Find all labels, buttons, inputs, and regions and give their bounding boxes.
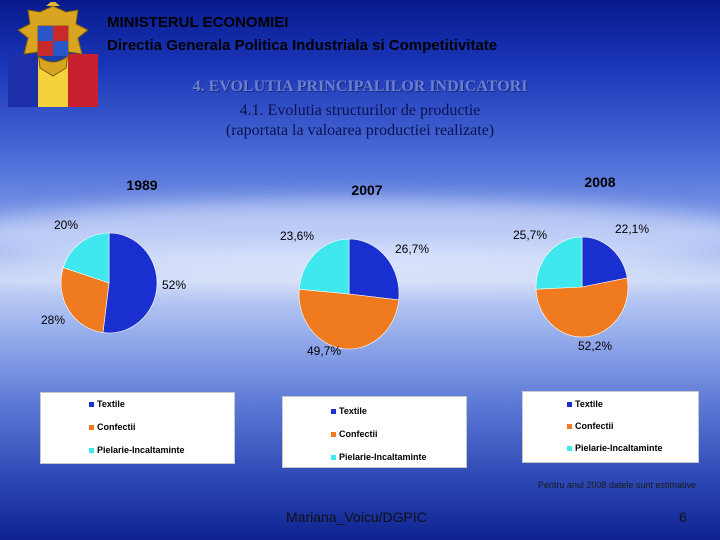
legend-label: Confectii <box>575 421 614 431</box>
legend-label: Pielarie-Incaltaminte <box>339 452 427 462</box>
slide-subtitle-note: (raportata la valoarea productiei realiz… <box>225 122 495 139</box>
legend-label: Pielarie-Incaltaminte <box>97 445 185 455</box>
legend-label: Pielarie-Incaltaminte <box>575 443 663 453</box>
data-label-2008-1: 52,2% <box>578 339 612 353</box>
chart-title-1989: 1989 <box>126 177 157 193</box>
legend-swatch <box>89 424 94 430</box>
legend-2008: Textile Confectii Pielarie-Incaltaminte <box>522 391 699 463</box>
data-label-1989-2: 20% <box>54 218 78 232</box>
legend-item-textile: Textile <box>89 399 125 409</box>
page-number: 6 <box>679 509 687 525</box>
legend-item-confectii: Confectii <box>331 429 378 439</box>
pie-slice-2008-0 <box>581 236 628 288</box>
legend-1989: Textile Confectii Pielarie-Incaltaminte <box>40 392 235 464</box>
legend-item-pielarie: Pielarie-Incaltaminte <box>331 452 427 462</box>
legend-swatch <box>89 447 94 453</box>
pie-slice-1989-1 <box>60 267 110 333</box>
data-label-2007-1: 49,7% <box>307 344 341 358</box>
legend-swatch <box>567 401 572 407</box>
legend-item-textile: Textile <box>331 406 367 416</box>
legend-item-textile: Textile <box>567 399 603 409</box>
legend-swatch <box>331 431 336 437</box>
legend-label: Confectii <box>97 422 136 432</box>
pie-slice-1989-2 <box>62 232 110 284</box>
legend-swatch <box>567 423 572 429</box>
data-label-2007-2: 23,6% <box>280 229 314 243</box>
author-footer: Mariana_Voicu/DGPIC <box>286 509 427 525</box>
data-label-1989-1: 28% <box>41 313 65 327</box>
pie-slice-2007-2 <box>298 238 350 295</box>
legend-label: Textile <box>339 406 367 416</box>
directorate-name: Directia Generala Politica Industriala s… <box>107 37 498 54</box>
legend-item-confectii: Confectii <box>567 421 614 431</box>
legend-swatch <box>89 401 94 407</box>
data-label-1989-0: 52% <box>162 278 186 292</box>
data-label-2007-0: 26,7% <box>395 242 429 256</box>
pie-slice-2008-2 <box>535 236 583 290</box>
pie-slice-2008-1 <box>535 277 629 338</box>
legend-swatch <box>331 408 336 414</box>
legend-item-pielarie: Pielarie-Incaltaminte <box>567 443 663 453</box>
chart-title-2007: 2007 <box>351 182 382 198</box>
romania-coat-of-arms-icon <box>8 2 98 107</box>
legend-swatch <box>331 454 336 460</box>
slide-title: 4. EVOLUTIA PRINCIPALILOR INDICATORI <box>192 78 528 95</box>
pie-slice-1989-0 <box>102 232 158 334</box>
estimate-note: Pentru anul 2008 datele sunt estimative <box>537 480 696 490</box>
legend-label: Textile <box>97 399 125 409</box>
legend-item-confectii: Confectii <box>89 422 136 432</box>
data-label-2008-2: 25,7% <box>513 228 547 242</box>
legend-item-pielarie: Pielarie-Incaltaminte <box>89 445 185 455</box>
legend-2007: Textile Confectii Pielarie-Incaltaminte <box>282 396 467 468</box>
ministry-name: MINISTERUL ECONOMIEI <box>107 14 289 31</box>
pie-slice-2007-1 <box>298 288 400 350</box>
pie-slice-2007-0 <box>348 238 400 301</box>
data-label-2008-0: 22,1% <box>615 222 649 236</box>
legend-swatch <box>567 445 572 451</box>
slide-subtitle: 4.1. Evolutia structurilor de productie <box>239 102 481 119</box>
legend-label: Textile <box>575 399 603 409</box>
chart-title-2008: 2008 <box>584 174 615 190</box>
legend-label: Confectii <box>339 429 378 439</box>
